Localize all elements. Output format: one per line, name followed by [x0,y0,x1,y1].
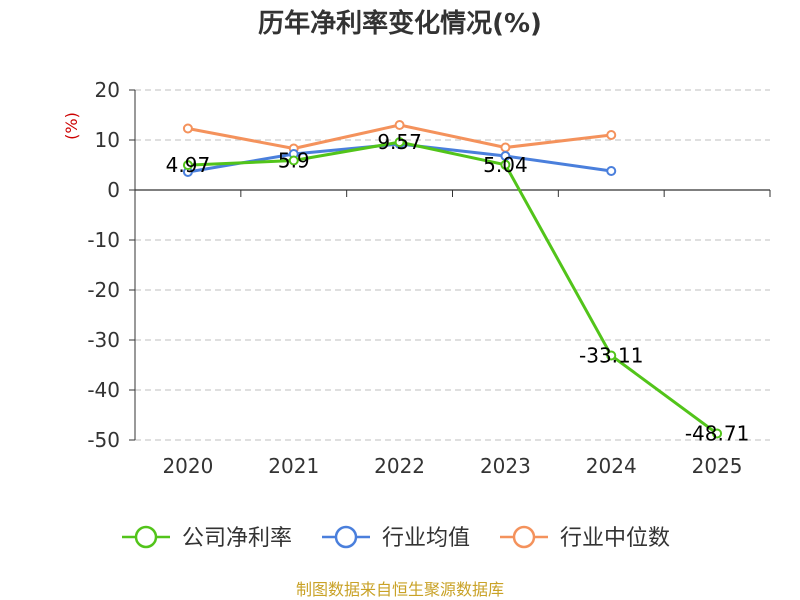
data-label: 5.9 [278,149,310,173]
x-tick-label: 2023 [480,454,531,478]
y-tick-label: -50 [87,428,120,452]
legend-item[interactable]: 公司净利率 [122,525,292,551]
data-point[interactable] [500,142,511,153]
data-point[interactable] [182,160,193,171]
grid-lines [135,89,770,441]
legend-swatch-marker [512,525,536,549]
chart-title: 历年净利率变化情况(%) [258,8,542,39]
legend-label: 行业均值 [382,526,470,551]
x-tick-label: 2020 [162,454,213,478]
data-labels: 4.97 5.9 9.57 5.04 -33.11 -48.71 [166,130,750,445]
y-axis-unit: (%) [62,112,81,140]
legend-swatch-marker [334,525,358,549]
legend[interactable]: 公司净利率 行业均值 行业中位数 [122,525,670,551]
x-tick-label: 2022 [374,454,425,478]
y-tick-label: -40 [87,378,120,402]
legend-swatch-marker [134,525,158,549]
y-tick-label: 10 [95,128,120,152]
source-note: 制图数据来自恒生聚源数据库 [296,580,504,599]
data-point[interactable] [606,130,617,140]
data-point[interactable] [500,159,511,170]
data-point[interactable] [394,120,405,130]
legend-label: 公司净利率 [182,526,292,551]
data-label: 9.57 [377,130,422,154]
y-tick-label: 20 [95,78,120,102]
data-label: -33.11 [579,344,643,368]
data-label: -48.71 [685,422,749,446]
series-lines [182,120,723,439]
legend-item[interactable]: 行业中位数 [500,525,670,551]
data-point[interactable] [182,123,193,134]
data-point[interactable] [712,428,723,439]
axes: 20 10 0 -10 -20 -30 -40 -50 2020 2021 2022 2023 2024… [87,78,771,478]
y-tick-label: -30 [87,328,120,352]
x-tick-label: 2024 [586,454,637,478]
data-point[interactable] [606,166,617,176]
data-point[interactable] [606,350,617,361]
data-point[interactable] [288,155,299,166]
legend-item[interactable]: 行业均值 [322,525,470,551]
y-tick-label: -20 [87,278,120,302]
y-tick-label: 0 [107,178,120,202]
data-label: 5.04 [483,153,528,177]
series-line [187,140,718,435]
data-point[interactable] [394,137,405,148]
x-tick-label: 2021 [268,454,319,478]
legend-label: 行业中位数 [560,526,670,551]
data-label: 4.97 [166,153,211,177]
x-tick-label: 2025 [692,454,743,478]
y-tick-label: -10 [87,228,120,252]
